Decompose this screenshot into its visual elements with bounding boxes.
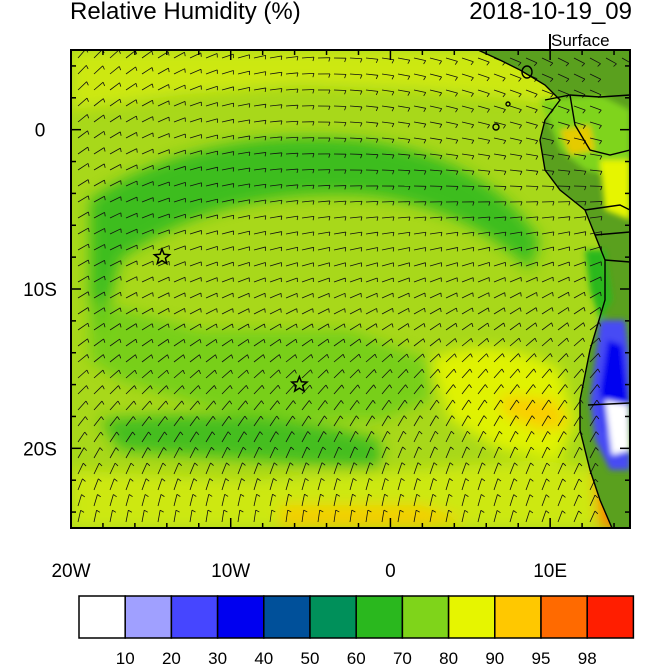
colorbar-label-3: 40 (254, 649, 273, 667)
wind-barbs (77, 50, 630, 523)
colorbar-swatch-10 (540, 595, 588, 639)
colorbar: 10 20 30 40 50 60 70 80 90 95 98 (78, 595, 635, 667)
y-tick-label-0: 0 (35, 121, 46, 142)
colorbar-label-7: 80 (439, 649, 458, 667)
level-marker (549, 34, 551, 50)
colorbar-label-4: 50 (301, 649, 320, 667)
x-tick-label-3: 10E (533, 561, 567, 582)
axis-ticks (70, 50, 630, 528)
colorbar-label-8: 90 (485, 649, 504, 667)
colorbar-swatch-7 (401, 595, 450, 639)
colorbar-label-6: 70 (393, 649, 412, 667)
colorbar-label-1: 20 (162, 649, 181, 667)
colorbar-label-5: 60 (347, 649, 366, 667)
coastline (477, 50, 630, 528)
star-marker-2 (289, 374, 309, 393)
level-label: Surface (551, 31, 610, 50)
colorbar-swatch-0 (78, 595, 126, 639)
x-tick-label-1: 10W (211, 561, 250, 582)
colorbar-swatch-9 (494, 595, 542, 639)
colorbar-swatch-4 (263, 595, 311, 639)
colorbar-swatch-2 (170, 595, 219, 639)
axis-tick-labels: 20W 10W 0 10E 0 10S 20S (23, 121, 567, 582)
colorbar-swatch-11 (586, 595, 635, 639)
colorbar-label-9: 95 (532, 649, 551, 667)
colorbar-label-10: 98 (578, 649, 597, 667)
colorbar-swatch-5 (309, 595, 357, 639)
colorbar-swatch-1 (124, 595, 173, 639)
star-marker-1 (152, 247, 172, 266)
y-tick-label-2: 20S (23, 439, 57, 460)
x-tick-label-0: 20W (51, 561, 90, 582)
star-markers (152, 247, 309, 393)
colorbar-swatch-6 (355, 595, 404, 639)
x-tick-label-2: 0 (385, 561, 396, 582)
colorbar-label-2: 30 (208, 649, 227, 667)
colorbar-swatch-3 (216, 595, 265, 639)
chart-title: Relative Humidity (%) (70, 0, 301, 25)
colorbar-swatch-8 (447, 595, 496, 639)
datetime-label: 2018-10-19_09 (469, 0, 632, 25)
y-tick-label-1: 10S (23, 280, 57, 301)
humidity-field (71, 50, 630, 528)
colorbar-label-0: 10 (116, 649, 135, 667)
